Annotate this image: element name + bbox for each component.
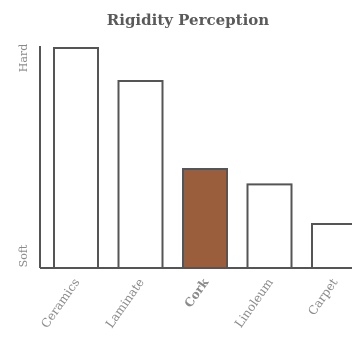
bar-cork [182,168,228,269]
tick-label-carpet: Carpet [305,276,340,318]
chart-title: Rigidity Perception [107,11,270,29]
bar-ceramics [53,47,99,269]
x-tick-labels: Ceramics Laminate Cork Linoleum Carpet [38,275,340,331]
y-axis-bottom-label: Soft [17,244,30,267]
tick-label-ceramics: Ceramics [38,276,82,331]
tick-label-laminate: Laminate [103,276,147,331]
bar-laminate [117,80,164,269]
bar-series [53,47,352,269]
tick-label-cork: Cork [182,275,212,310]
tick-label-linoleum: Linoleum [232,275,276,330]
bar-carpet [311,223,352,269]
y-axis-top-label: Hard [17,44,30,72]
bar-linoleum [246,183,293,269]
